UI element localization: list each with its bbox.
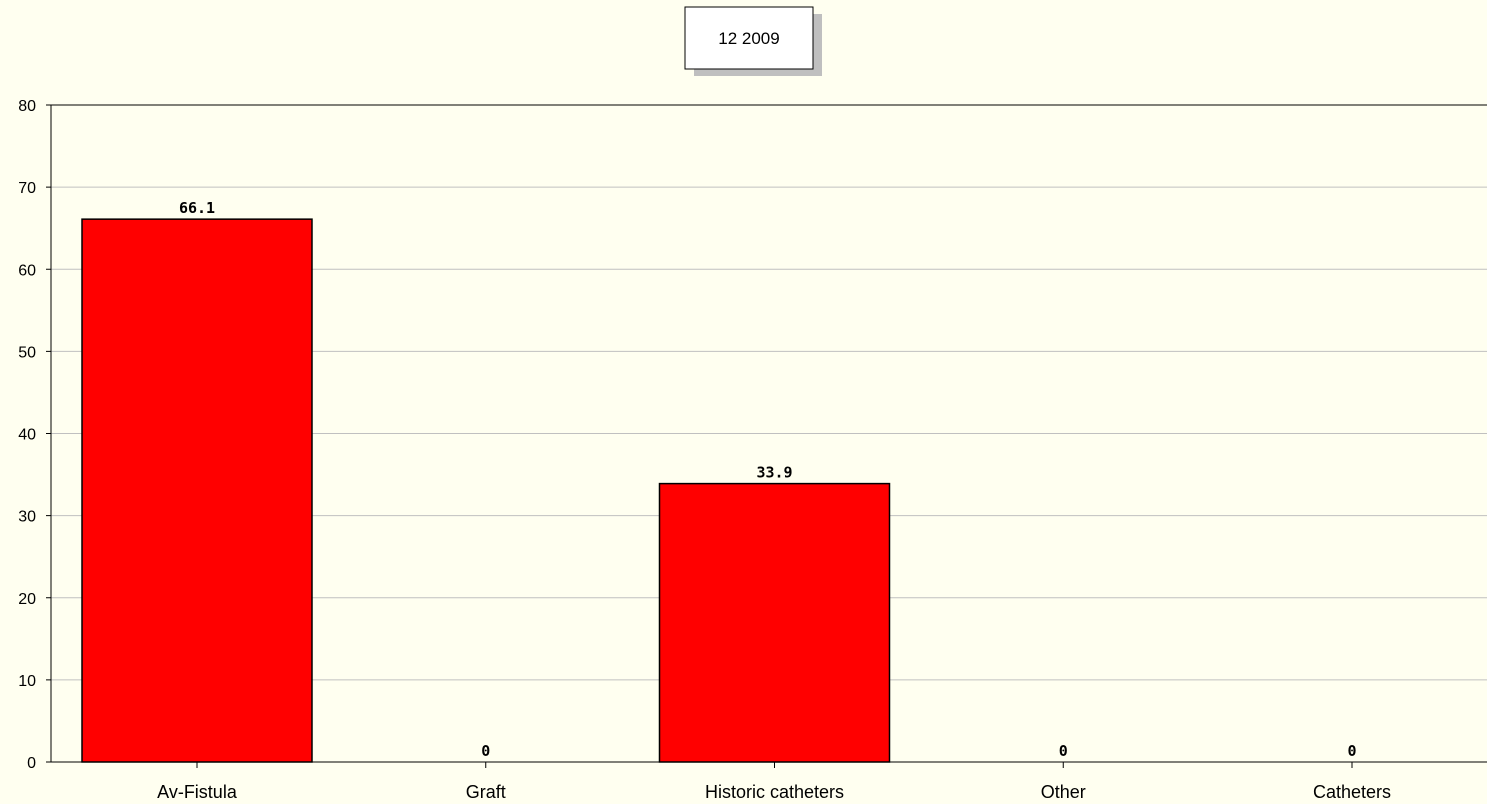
y-tick-label: 10 <box>18 673 36 690</box>
chart-title-box: 12 2009 <box>684 6 822 76</box>
data-label: 0 <box>1059 742 1068 760</box>
data-label: 0 <box>481 742 490 760</box>
data-labels: 66.1 0 33.9 0 0 <box>179 199 1357 760</box>
x-tick-label: Historic catheters <box>705 782 844 802</box>
x-tick-label: Graft <box>466 782 506 802</box>
x-tick-label: Av-Fistula <box>157 782 238 802</box>
y-tick-label: 60 <box>18 262 36 279</box>
x-axis-ticks: Av-Fistula Graft Historic catheters Other Ca… <box>157 762 1391 802</box>
x-tick-label: Other <box>1041 782 1086 802</box>
chart-title: 12 2009 <box>718 29 779 48</box>
data-label: 0 <box>1347 742 1356 760</box>
data-label: 66.1 <box>179 199 215 217</box>
bar <box>81 218 313 763</box>
y-tick-label: 50 <box>18 344 36 361</box>
y-tick-label: 30 <box>18 509 36 526</box>
y-axis-ticks: 0 10 20 30 40 50 60 70 80 <box>18 98 51 772</box>
x-tick-label: Catheters <box>1313 782 1391 802</box>
y-tick-label: 20 <box>18 591 36 608</box>
bar <box>658 482 891 763</box>
y-tick-label: 40 <box>18 427 36 444</box>
y-tick-label: 0 <box>27 755 36 772</box>
y-tick-label: 70 <box>18 180 36 197</box>
data-label: 33.9 <box>756 464 792 482</box>
bars <box>81 218 891 763</box>
y-tick-label: 80 <box>18 98 36 115</box>
